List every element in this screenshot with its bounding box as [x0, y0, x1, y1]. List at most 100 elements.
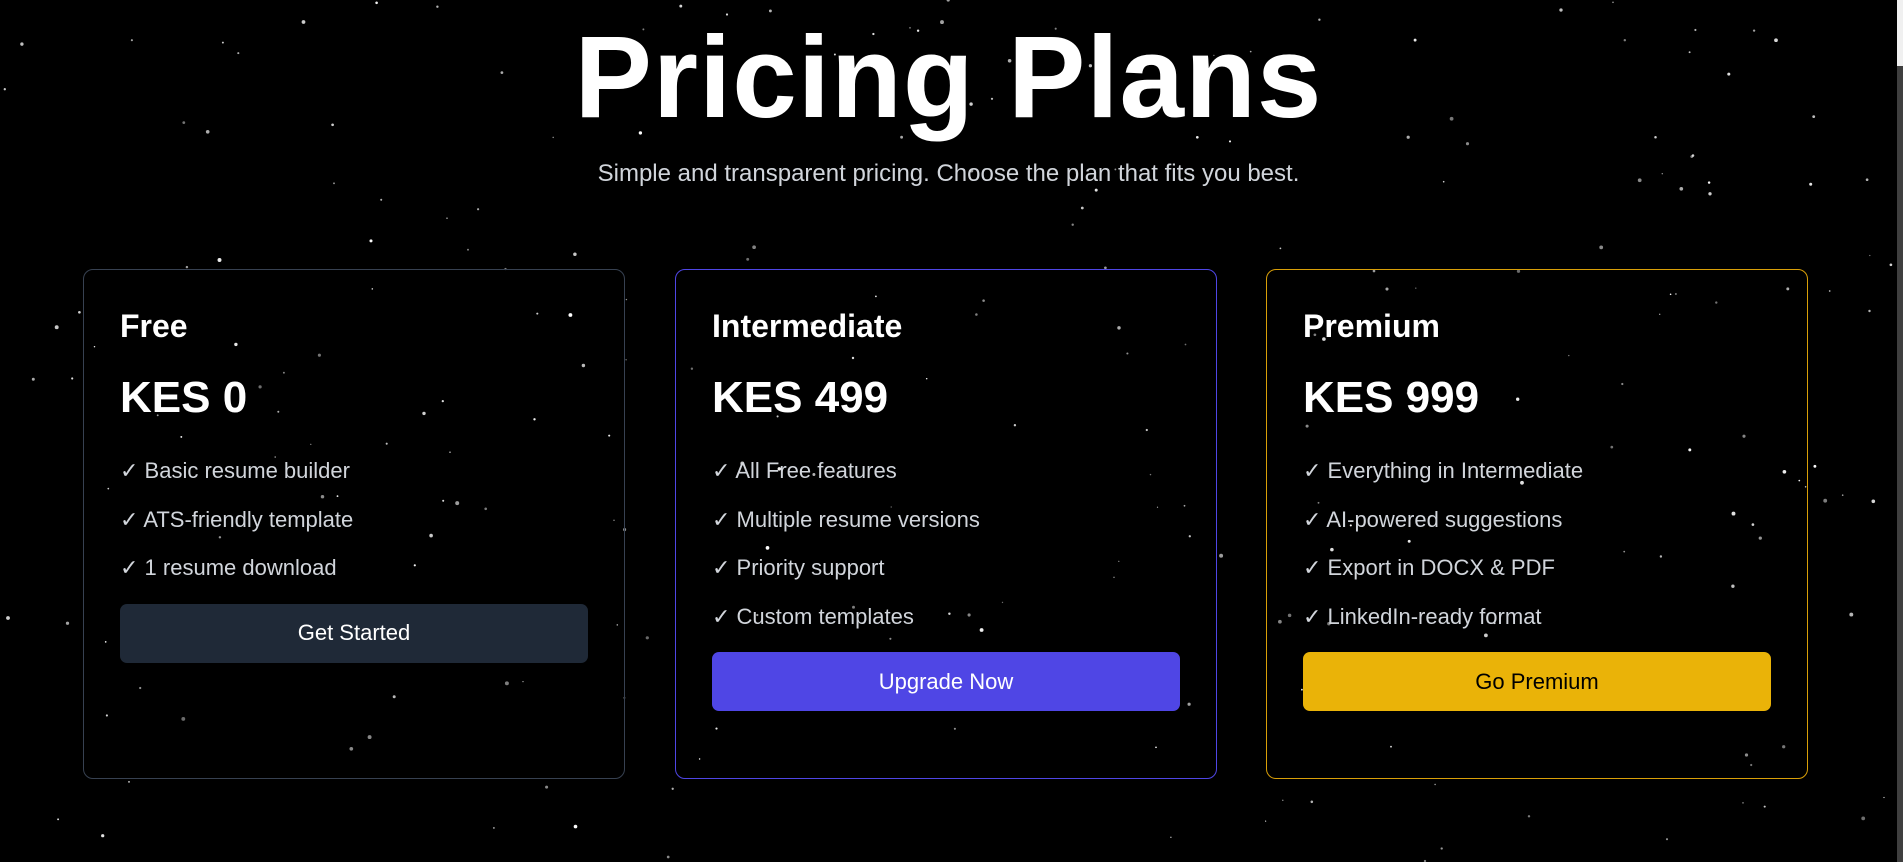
star — [78, 310, 81, 314]
star — [1665, 838, 1669, 841]
star — [429, 533, 433, 538]
star — [1849, 612, 1854, 617]
star — [616, 624, 619, 626]
star — [467, 248, 469, 251]
feature-item: ✓ LinkedIn-ready format — [1303, 603, 1542, 629]
star — [536, 312, 539, 315]
scrollbar-thumb[interactable] — [1897, 66, 1903, 862]
star — [218, 536, 222, 539]
star — [1798, 479, 1801, 482]
star — [916, 29, 920, 32]
upgrade-now-button[interactable]: Upgrade Now — [712, 652, 1180, 711]
star — [101, 834, 105, 838]
star — [455, 501, 460, 506]
plan-card-free: Free KES 0 ✓ Basic resume builder ✓ ATS-… — [83, 269, 625, 779]
star — [1868, 309, 1871, 313]
star — [380, 198, 383, 201]
star — [180, 435, 183, 438]
star — [139, 686, 142, 690]
star — [1813, 464, 1817, 468]
star — [500, 71, 504, 74]
star — [181, 716, 186, 721]
star — [1423, 859, 1427, 862]
star — [1407, 539, 1411, 543]
star — [777, 467, 782, 471]
star — [890, 506, 892, 508]
star — [1623, 38, 1627, 42]
star — [1149, 473, 1152, 476]
star — [1621, 382, 1624, 386]
star — [6, 616, 10, 620]
star — [1442, 180, 1445, 183]
star — [1310, 800, 1314, 804]
get-started-button[interactable]: Get Started — [120, 603, 588, 663]
star — [1301, 688, 1303, 691]
star — [182, 121, 186, 124]
star — [441, 399, 444, 403]
star — [625, 298, 628, 301]
star — [725, 13, 729, 16]
star — [105, 714, 108, 717]
star — [969, 102, 973, 106]
star — [690, 367, 694, 370]
star — [128, 781, 130, 783]
star — [1750, 763, 1753, 767]
star — [552, 136, 554, 139]
star — [671, 787, 674, 790]
star — [1282, 799, 1284, 801]
star — [1156, 506, 1159, 508]
star — [234, 342, 238, 347]
star — [768, 9, 772, 13]
star — [130, 39, 133, 42]
star — [1313, 333, 1317, 337]
star — [413, 564, 416, 567]
star — [336, 495, 339, 498]
star — [1406, 135, 1410, 139]
star — [1654, 136, 1657, 139]
star — [568, 313, 573, 317]
star — [1744, 753, 1749, 757]
go-premium-button[interactable]: Go Premium — [1303, 652, 1771, 711]
star — [385, 442, 388, 445]
star — [669, 60, 672, 62]
plan-price: KES 999 — [1303, 373, 1480, 422]
star — [205, 129, 210, 134]
plan-price: KES 499 — [712, 373, 889, 422]
star — [1322, 337, 1326, 341]
star — [1104, 266, 1107, 270]
star — [1493, 622, 1496, 625]
star — [258, 385, 262, 389]
star — [1279, 247, 1282, 250]
star — [1484, 633, 1488, 638]
star — [810, 321, 815, 326]
star — [54, 325, 59, 330]
star — [317, 353, 321, 357]
star — [492, 826, 495, 829]
feature-item: ✓ Custom templates — [712, 603, 914, 629]
star — [1688, 448, 1692, 452]
star — [909, 26, 911, 29]
star — [217, 258, 222, 262]
star — [1669, 293, 1672, 296]
star — [237, 52, 240, 55]
star — [1213, 54, 1215, 57]
star — [1449, 116, 1454, 121]
star — [1869, 254, 1871, 257]
feature-item: ✓ ATS-friendly template — [120, 506, 354, 532]
star — [1871, 499, 1876, 504]
star — [1694, 28, 1697, 32]
star — [1114, 168, 1117, 171]
star — [1413, 38, 1417, 42]
star — [1385, 287, 1389, 291]
star — [625, 359, 627, 361]
star — [1742, 802, 1744, 804]
star — [1758, 536, 1762, 540]
star — [1094, 188, 1098, 192]
star — [156, 414, 159, 417]
star — [1812, 115, 1816, 118]
star — [1688, 51, 1691, 54]
star — [436, 5, 439, 8]
star — [1786, 287, 1790, 291]
plan-price: KES 0 — [120, 373, 248, 422]
star — [1774, 38, 1778, 43]
